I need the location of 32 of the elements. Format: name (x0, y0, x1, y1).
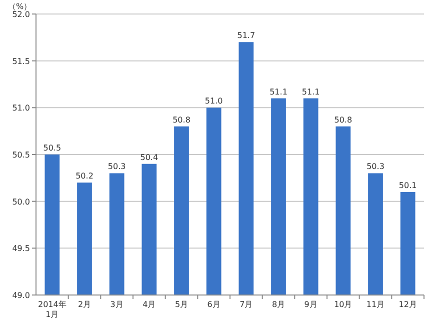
y-tick-label: 50.0 (12, 197, 30, 206)
data-label: 50.3 (366, 162, 384, 172)
data-label: 50.1 (398, 180, 417, 190)
x-tick-label: 2014年 1月 (38, 300, 66, 319)
data-label: 50.5 (43, 144, 62, 152)
x-tick-label: 3月 (110, 300, 124, 309)
x-tick-label: 9月 (304, 300, 318, 309)
data-label: 50.2 (76, 172, 94, 181)
x-tick-label: 4月 (142, 300, 156, 309)
data-label: 51.1 (270, 87, 288, 96)
data-label: 50.8 (172, 115, 190, 124)
data-label: 51.1 (302, 87, 320, 96)
x-tick-label: 10月 (334, 300, 352, 309)
x-tick-label: 8月 (272, 300, 286, 309)
y-axis-title: （%） (8, 2, 32, 11)
y-tick-label: 52.0 (12, 10, 30, 19)
data-label: 50.3 (108, 162, 126, 172)
x-tick-label: 11月 (366, 300, 385, 309)
y-tick-label: 49.0 (12, 291, 30, 300)
data-label: 50.8 (334, 115, 352, 124)
data-label: 51.0 (204, 96, 223, 106)
y-tick-label: 51.0 (12, 104, 30, 113)
y-tick-label: 50.5 (12, 150, 30, 160)
y-tick-label: 49.5 (12, 244, 30, 254)
x-tick-label: 12月 (398, 300, 417, 309)
x-tick-label: 7月 (240, 300, 253, 309)
x-tick-label: 5月 (174, 300, 188, 309)
data-label: 50.4 (140, 152, 158, 162)
x-tick-label: 6月 (207, 300, 220, 309)
y-tick-label: 51.5 (12, 56, 30, 66)
data-label: 51.7 (237, 31, 256, 40)
x-tick-label: 2月 (78, 300, 92, 309)
